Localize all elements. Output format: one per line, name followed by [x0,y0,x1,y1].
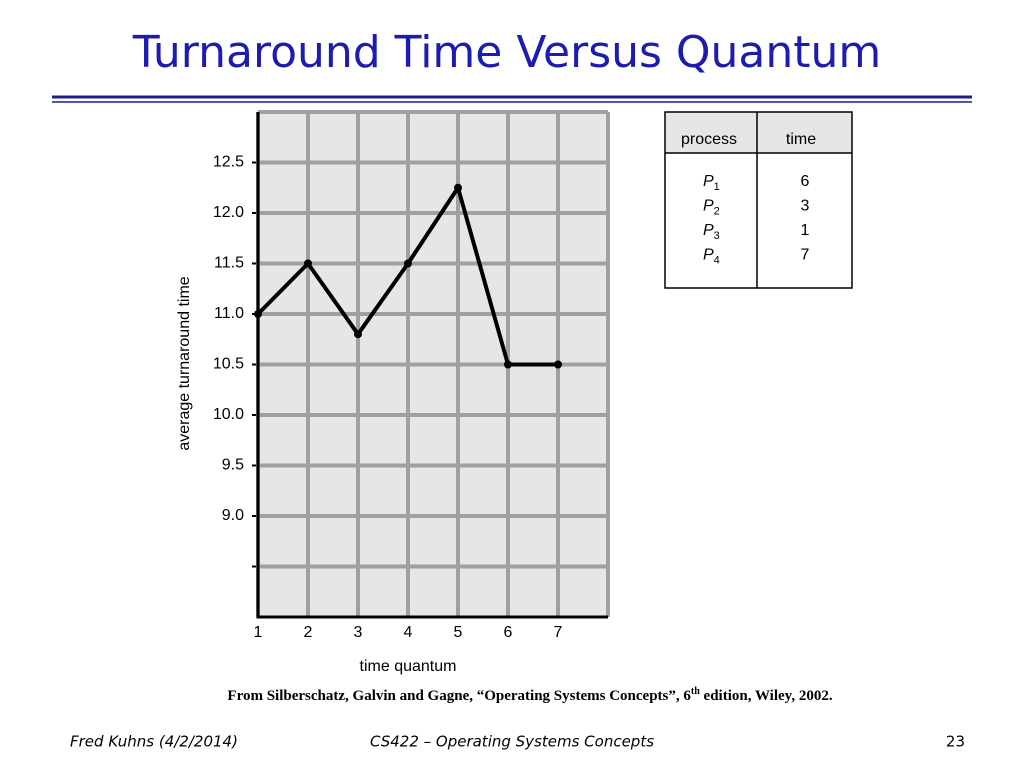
time-cell: 6 [801,173,810,190]
y-axis-label: average turnaround time [176,276,193,450]
x-tick-label: 2 [304,624,313,641]
x-tick-label: 1 [254,624,263,641]
data-point [254,310,262,318]
x-tick-label: 3 [354,624,363,641]
x-tick-label: 6 [504,624,513,641]
process-cell: P1 [703,173,720,193]
process-sub: 3 [714,230,720,242]
y-tick-label: 11.0 [214,305,244,322]
data-point [304,259,312,268]
data-point [504,360,512,369]
y-tick-label: 12.5 [213,154,244,171]
table-header: process [681,131,737,148]
process-sub: 1 [714,181,720,193]
process-cell: P3 [703,222,720,242]
table-border [664,111,853,289]
data-table: process time P1 6P2 3P3 1P4 7 [664,111,853,289]
x-axis-label: time quantum [360,658,457,675]
process-name: P [703,173,714,190]
data-point [554,360,562,369]
time-cell: 3 [801,198,810,215]
process-name: P [703,222,714,239]
data-point [454,183,462,192]
citation-text: edition, Wiley, 2002. [700,688,833,704]
y-tick-label: 9.0 [222,507,244,524]
citation: From Silberschatz, Galvin and Gagne, “Op… [227,686,832,704]
process-name: P [703,198,714,215]
y-tick-label: 12.0 [213,204,244,221]
process-sub: 2 [714,205,720,217]
footer-center: CS422 – Operating Systems Concepts [370,733,654,751]
x-tick-label: 5 [454,624,463,641]
process-cell: P2 [703,198,720,218]
process-name: P [703,247,714,264]
slide-title: Turnaround Time Versus Quantum [132,27,882,78]
process-cell: P4 [703,247,720,267]
table-header: time [786,131,816,148]
footer-right: 23 [946,733,965,751]
process-sub: 4 [714,254,720,266]
y-tick-label: 10.0 [213,406,244,423]
footer-left: Fred Kuhns (4/2/2014) [70,733,238,751]
table-header-bg [665,112,852,153]
time-cell: 1 [801,222,810,239]
x-tick-label: 7 [554,624,563,641]
y-tick-label: 10.5 [213,356,244,373]
data-point [354,330,362,339]
x-tick-label: 4 [404,624,413,641]
time-cell: 7 [801,247,810,264]
y-tick-label: 11.5 [214,255,244,272]
data-point [404,259,412,268]
citation-text: From Silberschatz, Galvin and Gagne, “Op… [227,688,691,704]
y-tick-label: 9.5 [222,457,244,474]
citation-sup: th [691,686,700,697]
